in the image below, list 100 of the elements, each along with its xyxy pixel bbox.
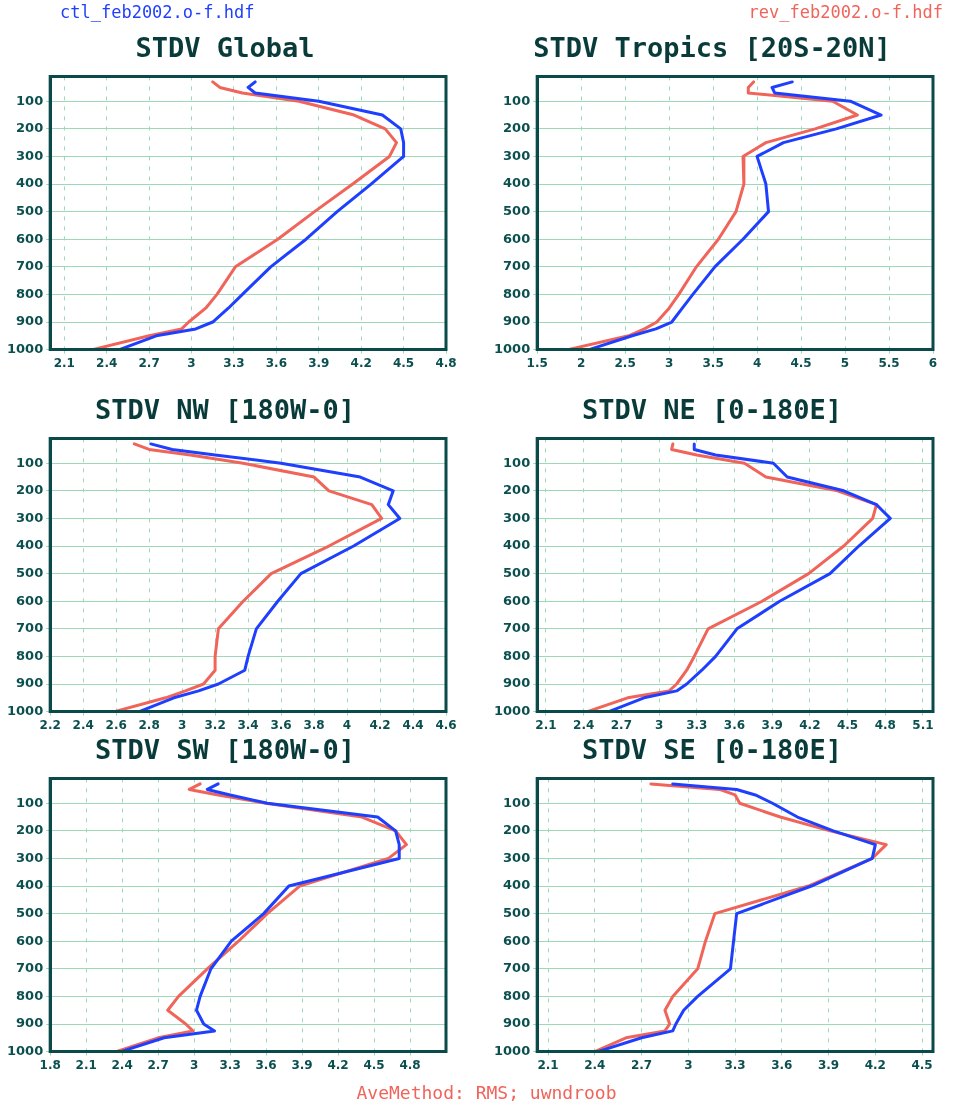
y-tick-label: 600 bbox=[503, 230, 531, 246]
x-tick-label: 2.2 bbox=[39, 717, 61, 732]
y-tick-label: 200 bbox=[16, 482, 44, 498]
y-tick-label: 400 bbox=[503, 537, 531, 553]
y-tick-label: 200 bbox=[16, 822, 44, 838]
x-tick-label: 3.3 bbox=[219, 1057, 241, 1072]
chart-title: STDV NW [180W-0] bbox=[94, 394, 356, 426]
x-tick-label: 4.4 bbox=[402, 717, 424, 732]
x-tick-label: 3.9 bbox=[817, 1057, 840, 1072]
chart-title: STDV NE [0-180E] bbox=[581, 394, 843, 426]
y-tick-label: 500 bbox=[16, 203, 44, 218]
x-tick-label: 3 bbox=[177, 717, 187, 732]
y-tick-label: 100 bbox=[16, 454, 44, 470]
x-tick-label: 4.6 bbox=[435, 717, 457, 732]
y-tick-label: 600 bbox=[503, 592, 531, 608]
x-tick-label: 2.4 bbox=[72, 717, 94, 732]
y-tick-label: 600 bbox=[16, 230, 44, 246]
y-tick-label: 500 bbox=[503, 203, 531, 218]
y-tick-label: 300 bbox=[503, 849, 531, 865]
x-tick-label: 3.8 bbox=[303, 717, 325, 732]
y-tick-label: 300 bbox=[16, 509, 44, 525]
y-tick-label: 900 bbox=[503, 675, 531, 691]
x-tick-label: 3.6 bbox=[771, 1057, 793, 1072]
y-tick-label: 600 bbox=[16, 592, 44, 608]
y-tick-label: 300 bbox=[16, 849, 44, 865]
x-tick-label: 4.5 bbox=[911, 1057, 933, 1072]
x-tick-label: 3.2 bbox=[204, 717, 226, 732]
x-tick-label: 2.1 bbox=[535, 717, 557, 732]
y-tick-label: 400 bbox=[16, 877, 44, 893]
x-tick-label: 4.5 bbox=[790, 355, 812, 370]
x-tick-label: 2.4 bbox=[111, 1057, 133, 1072]
x-tick-label: 2.8 bbox=[138, 717, 160, 732]
x-tick-label: 3.3 bbox=[724, 1057, 746, 1072]
x-tick-label: 3 bbox=[189, 1057, 199, 1072]
y-tick-label: 900 bbox=[16, 675, 44, 691]
x-tick-label: 3.5 bbox=[702, 355, 724, 370]
y-tick-label: 800 bbox=[16, 285, 44, 301]
y-tick-label: 300 bbox=[503, 147, 531, 163]
x-tick-label: 4.2 bbox=[327, 1057, 349, 1072]
chart-title: STDV SE [0-180E] bbox=[581, 734, 843, 766]
x-tick-label: 5.1 bbox=[912, 717, 934, 732]
y-tick-label: 700 bbox=[16, 960, 44, 976]
x-tick-label: 4.5 bbox=[363, 1057, 385, 1072]
y-tick-label: 900 bbox=[16, 1015, 44, 1031]
x-tick-label: 2.4 bbox=[584, 1057, 606, 1072]
x-tick-label: 4.8 bbox=[399, 1057, 421, 1072]
text: rev_feb2002.o-f.hdf bbox=[748, 2, 943, 22]
y-tick-label: 400 bbox=[503, 877, 531, 893]
chart-title: STDV SW [180W-0] bbox=[94, 734, 356, 766]
x-tick-label: 3 bbox=[654, 717, 664, 732]
y-tick-label: 800 bbox=[16, 647, 44, 663]
x-tick-label: 2.7 bbox=[138, 355, 160, 370]
x-tick-label: 2.1 bbox=[75, 1057, 97, 1072]
chart-title: STDV Tropics [20S-20N] bbox=[533, 32, 891, 64]
x-tick-label: 6 bbox=[928, 355, 938, 370]
text: ctl_feb2002.o-f.hdf bbox=[60, 2, 255, 22]
y-tick-label: 1000 bbox=[6, 702, 44, 718]
x-tick-label: 2.7 bbox=[147, 1057, 169, 1072]
x-tick-label: 4.5 bbox=[836, 717, 859, 732]
y-tick-label: 700 bbox=[503, 960, 531, 976]
y-tick-label: 400 bbox=[16, 537, 44, 553]
x-tick-label: 3 bbox=[684, 1057, 693, 1072]
x-tick-label: 2 bbox=[576, 355, 586, 370]
y-tick-label: 600 bbox=[503, 932, 531, 948]
x-tick-label: 3.6 bbox=[255, 1057, 277, 1072]
y-tick-label: 1000 bbox=[493, 340, 531, 356]
x-tick-label: 1.5 bbox=[526, 355, 548, 370]
x-tick-label: 3.9 bbox=[308, 355, 330, 370]
x-tick-label: 4.5 bbox=[392, 355, 415, 370]
y-tick-label: 200 bbox=[503, 120, 531, 136]
y-tick-label: 700 bbox=[16, 620, 44, 636]
y-tick-label: 100 bbox=[503, 454, 531, 470]
x-tick-label: 4 bbox=[752, 355, 762, 370]
y-tick-label: 300 bbox=[16, 147, 44, 163]
x-tick-label: 5.5 bbox=[878, 355, 900, 370]
text: AveMethod: RMS; uwndroob bbox=[355, 1082, 618, 1103]
y-tick-label: 500 bbox=[16, 565, 44, 580]
x-tick-label: 3.6 bbox=[723, 717, 746, 732]
y-tick-label: 1000 bbox=[493, 702, 531, 718]
y-tick-label: 400 bbox=[503, 175, 531, 191]
y-tick-label: 200 bbox=[503, 822, 531, 838]
y-tick-label: 700 bbox=[16, 258, 44, 274]
x-tick-label: 3.3 bbox=[223, 355, 245, 370]
x-tick-label: 3 bbox=[187, 355, 196, 370]
y-tick-label: 800 bbox=[503, 647, 531, 663]
x-tick-label: 5 bbox=[840, 355, 850, 370]
x-tick-label: 3.6 bbox=[270, 717, 292, 732]
x-tick-label: 4.2 bbox=[799, 717, 821, 732]
x-tick-label: 4.2 bbox=[350, 355, 372, 370]
x-tick-label: 2.7 bbox=[630, 1057, 653, 1072]
y-tick-label: 900 bbox=[16, 313, 44, 329]
chart-title: STDV Global bbox=[135, 32, 315, 64]
x-tick-label: 2.1 bbox=[537, 1057, 559, 1072]
x-tick-label: 3.6 bbox=[265, 355, 287, 370]
y-tick-label: 1000 bbox=[6, 1042, 44, 1058]
y-tick-label: 500 bbox=[503, 905, 531, 920]
x-tick-label: 4.2 bbox=[864, 1057, 886, 1072]
y-tick-label: 1000 bbox=[6, 340, 44, 356]
y-tick-label: 800 bbox=[16, 987, 44, 1003]
y-tick-label: 700 bbox=[503, 258, 531, 274]
